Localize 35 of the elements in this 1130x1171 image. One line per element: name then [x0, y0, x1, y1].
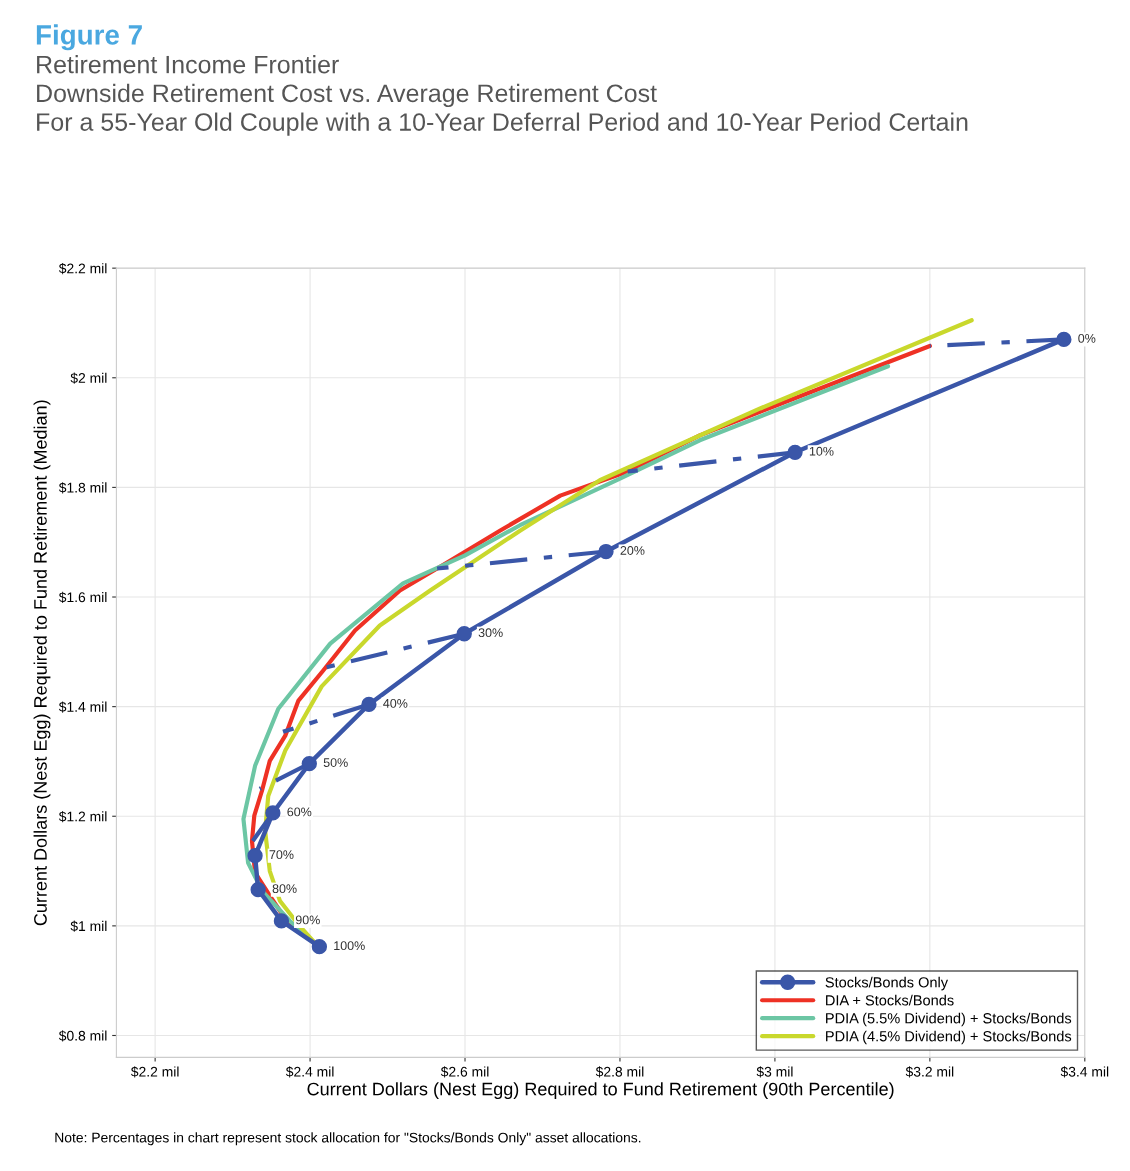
x-tick-label: $2.2 mil: [130, 1066, 179, 1078]
chart-subtitle: Retirement Income Frontier Downside Retirement Cost vs. Average Retirement Cost For a 55-Year Old Couple with a 10-Year Deferral Period and 10-Year Period Certain: [37, 55, 968, 136]
annotation: 70%: [269, 850, 294, 860]
annotation: 10%: [809, 446, 834, 456]
annotation: 20%: [620, 546, 645, 555]
y-tick-label: $2 mil: [70, 372, 107, 384]
annotation: 80%: [272, 884, 297, 894]
annotation: 40%: [383, 698, 408, 708]
annotation: 100%: [334, 941, 365, 951]
x-tick-label: $3.4 mil: [1060, 1066, 1109, 1078]
chart-title: Figure 7: [36, 24, 142, 51]
x-tick-label: $3 mil: [756, 1066, 793, 1078]
x-tick-label: $3.2 mil: [905, 1066, 954, 1078]
y-tick-label: $1.4 mil: [58, 701, 107, 713]
x-tick-label: $2.4 mil: [285, 1066, 334, 1078]
y-tick-label: $1.6 mil: [58, 591, 107, 604]
x-axis-title: Current Dollars (Nest Egg) Required to Fund Retirement (90th Percentile): [307, 1082, 894, 1099]
x-tick-label: $2.8 mil: [595, 1066, 644, 1078]
y-tick-label: $1.2 mil: [58, 811, 107, 823]
annotation: 60%: [287, 807, 312, 817]
annotation: 50%: [323, 758, 348, 767]
legend-label: Stocks/Bonds Only: [825, 976, 949, 991]
y-tick-label: $0.8 mil: [58, 1030, 107, 1042]
y-tick-label: $1.8 mil: [58, 482, 107, 494]
annotation: 90%: [295, 915, 320, 925]
annotation: 30%: [478, 628, 503, 638]
legend-label: PDIA (4.5% Dividend) + Stocks/Bonds: [826, 1030, 1072, 1045]
y-tick-label: $2.2 mil: [58, 262, 107, 275]
x-tick-label: $2.6 mil: [440, 1066, 489, 1078]
legend-label: DIA + Stocks/Bonds: [826, 994, 954, 1006]
y-tick-label: $1 mil: [70, 920, 107, 932]
text: Note: Percentages in chart represent stock allocation for "Stocks/Bonds Only" asset allocations.: [55, 1132, 641, 1146]
y-axis-title: Current Dollars (Nest Egg) Required to Fund Retirement (Median): [33, 400, 51, 926]
legend-label: PDIA (5.5% Dividend) + Stocks/Bonds: [826, 1012, 1072, 1027]
annotation: 0%: [1078, 333, 1096, 343]
